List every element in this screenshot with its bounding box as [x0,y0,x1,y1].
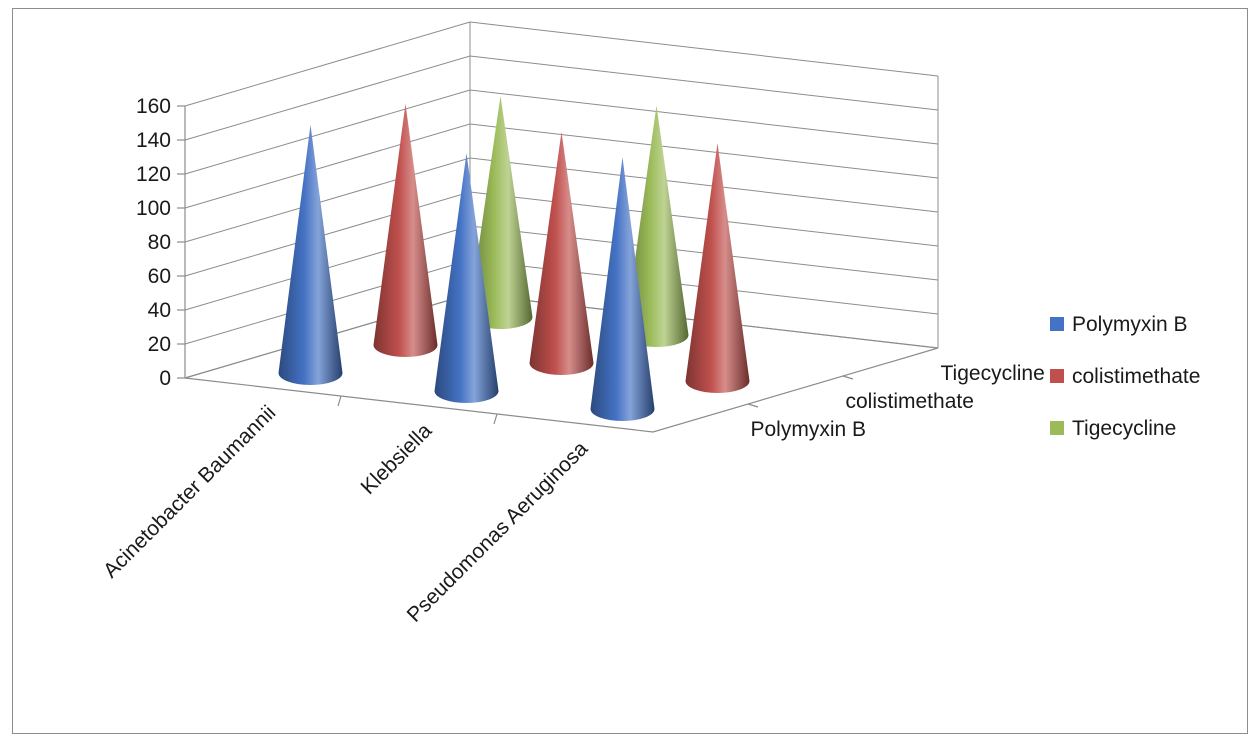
y-tick-label: 160 [136,95,171,118]
cone-tigecycline-1 [468,96,533,329]
cone-colistimethate-3 [685,143,750,393]
cone-polymyxin-b-2 [434,153,499,404]
category-tick [337,395,342,407]
legend-item: Polymyxin B [1050,313,1188,336]
y-tick-label: 60 [148,265,171,288]
y-tick-label: 100 [136,197,171,220]
legend-swatch [1050,369,1064,383]
legend-label: colistimethate [1072,365,1200,388]
cone-mark [434,153,499,404]
y-tick-label: 80 [148,231,171,254]
series-axis-labels: Polymyxin B colistimethate Tigecycline [751,362,1045,441]
depth-tick [747,403,759,408]
cone-mark [624,105,689,347]
category-label: Klebsiella [357,419,437,499]
depth-axis-label: Tigecycline [941,362,1045,385]
depth-axis-label: colistimethate [846,390,974,413]
cone-colistimethate-2 [529,131,594,375]
legend-label: Polymyxin B [1072,313,1188,336]
y-tick-label: 20 [148,333,171,356]
legend-label: Tigecycline [1072,417,1176,440]
cone-tigecycline-2 [624,105,689,347]
cone-mark [590,157,655,422]
depth-axis-label: Polymyxin B [751,418,867,441]
gridline [184,157,939,243]
gridline [184,89,939,175]
category-label: Pseudomonas Aeruginosa [403,437,593,627]
gridline [184,21,939,107]
cone-mark [373,103,438,357]
cone-marks [278,96,750,422]
category-label: Acinetobacter Baumannii [99,401,280,582]
cone-mark [278,124,343,386]
legend-swatch [1050,421,1064,435]
category-tick [493,413,498,425]
gridline [184,123,939,209]
legend: Polymyxin B colistimethate Tigecycline [1050,313,1200,440]
category-axis-labels: Acinetobacter Baumannii KlebsiellaPseudom… [99,401,593,627]
cone-mark [685,143,750,393]
y-tick-label: 120 [136,163,171,186]
cone-mark [468,96,533,329]
legend-item: colistimethate [1050,365,1200,388]
y-axis-ticks: 0 20 40 60 80 100 120 140 160 [136,95,171,390]
depth-tick [842,375,854,380]
y-tick-label: 40 [148,299,171,322]
cone-polymyxin-b-3 [590,157,655,422]
y-tick-label: 0 [159,367,171,390]
y-tick-label: 140 [136,129,171,152]
legend-swatch [1050,317,1064,331]
cone-polymyxin-b-1 [278,124,343,386]
cone-colistimethate-1 [373,103,438,357]
legend-item: Tigecycline [1050,417,1176,440]
gridline [184,55,939,141]
cone-mark [529,131,594,375]
